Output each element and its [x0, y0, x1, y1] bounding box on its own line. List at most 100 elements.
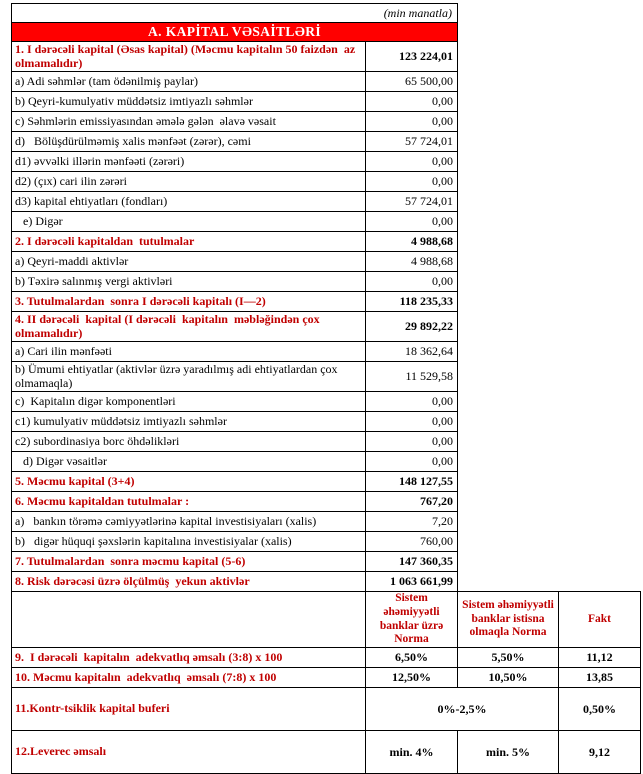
row-value: 0,00: [364, 111, 459, 132]
row-value: 0,00: [364, 271, 459, 292]
row-label: 4. II dərəcəli kapital (I dərəcəli kapit…: [11, 311, 366, 342]
adequacy-row: 9. I dərəcəli kapitalın adekvatlıq əmsal…: [11, 647, 642, 669]
row-value: 0,00: [364, 391, 459, 412]
row-label: 1. I dərəcəli kapital (Əsas kapital) (Mə…: [11, 41, 366, 72]
row-value: 29 892,22: [364, 311, 459, 342]
table-row: c) Səhmlərin emissiyasından əmələ gələn …: [11, 111, 641, 132]
row-value: 0,00: [364, 171, 459, 192]
empty-space: [458, 42, 641, 72]
row-value: 0,00: [364, 151, 459, 172]
empty-space: [458, 512, 641, 532]
row-label: d2) (çıx) cari ilin zərəri: [11, 171, 366, 192]
table-row: c2) subordinasiya borc öhdəlikləri 0,00: [11, 431, 641, 452]
adequacy-header-empty-cell: [11, 590, 366, 649]
empty-space: [458, 132, 641, 152]
row-label: a) Qeyri-maddi aktivlər: [11, 251, 366, 272]
row-value: 57 724,01: [364, 131, 459, 152]
table-row: 4. II dərəcəli kapital (I dərəcəli kapit…: [11, 311, 641, 342]
row-label: 12.Leverec əmsalı: [11, 730, 366, 774]
empty-space: [458, 472, 641, 492]
row-label: b) digər hüquqi şəxslərin kapitalına inv…: [11, 531, 366, 552]
empty-space: [458, 152, 641, 172]
table-row: 5. Məcmu kapital (3+4) 148 127,55: [11, 471, 641, 492]
row-value: 148 127,55: [364, 471, 459, 492]
fakt-value: 11,12: [558, 647, 642, 669]
empty-space: [458, 342, 641, 362]
row-value: 0,00: [364, 431, 459, 452]
row-label: a) Cari ilin mənfəəti: [11, 341, 366, 362]
col-header-norma-systemic: Sistem əhəmiyyətli banklar üzrə Norma: [364, 590, 459, 649]
fakt-value: 0,50%: [558, 687, 642, 732]
table-row: a) Cari ilin mənfəəti 18 362,64: [11, 341, 641, 362]
adequacy-row: 12.Leverec əmsalı min. 4% min. 5% 9,12: [11, 730, 642, 774]
empty-space: [458, 192, 641, 212]
empty-space: [458, 232, 641, 252]
row-value: 0,00: [364, 451, 459, 472]
norma-merged-value: 0%-2,5%: [364, 687, 560, 732]
adequacy-row: 11.Kontr-tsiklik kapital buferi 0%-2,5% 0,…: [11, 687, 642, 732]
table-row: a) Adi səhmlər (tam ödənilmiş paylar) 65 …: [11, 71, 641, 92]
empty-space: [458, 312, 641, 342]
capital-table: (min manatla) A. KAPİTAL VƏSAİTLƏRİ 1. I…: [10, 3, 642, 774]
table-row: d2) (çıx) cari ilin zərəri 0,00: [11, 171, 641, 192]
empty-space: [458, 112, 641, 132]
empty-space: [458, 92, 641, 112]
norma-excl-systemic-value: 5,50%: [457, 647, 560, 669]
section-title: A. KAPİTAL VƏSAİTLƏRİ: [10, 22, 459, 42]
row-label: d) Bölüşdürülməmiş xalis mənfəət (zərər)…: [11, 131, 366, 152]
empty-space: [458, 432, 641, 452]
empty-space: [458, 362, 641, 392]
table-row: b) Təxirə salınmış vergi aktivləri 0,00: [11, 271, 641, 292]
row-value: 0,00: [364, 211, 459, 232]
adequacy-header-row: Sistem əhəmiyyətli banklar üzrə Norma Si…: [11, 590, 642, 649]
capital-items-section: 1. I dərəcəli kapital (Əsas kapital) (Mə…: [11, 41, 641, 592]
unit-note-row: (min manatla): [10, 3, 641, 23]
title-row: A. KAPİTAL VƏSAİTLƏRİ: [10, 22, 641, 42]
row-value: 147 360,35: [364, 551, 459, 572]
empty-space: [458, 452, 641, 472]
row-value: 0,00: [364, 91, 459, 112]
norma-systemic-value: min. 4%: [364, 730, 459, 774]
row-label: c1) kumulyativ müddətsiz imtiyazlı səhml…: [11, 411, 366, 432]
row-label: e) Digər: [11, 211, 366, 232]
table-row: 3. Tutulmalardan sonra I dərəcəli kapita…: [11, 291, 641, 312]
row-label: d) Digər vəsaitlər: [11, 451, 366, 472]
row-label: 6. Məcmu kapitaldan tutulmalar :: [11, 491, 366, 512]
row-label: 8. Risk dərəcəsi üzrə ölçülmüş yekun akt…: [11, 571, 366, 592]
empty-space: [458, 292, 641, 312]
empty-space: [458, 252, 641, 272]
table-row: b) digər hüquqi şəxslərin kapitalına inv…: [11, 531, 641, 552]
row-label: b) Təxirə salınmış vergi aktivləri: [11, 271, 366, 292]
norma-excl-systemic-value: 10,50%: [457, 667, 560, 689]
table-row: 8. Risk dərəcəsi üzrə ölçülmüş yekun akt…: [11, 571, 641, 592]
row-value: 7,20: [364, 511, 459, 532]
row-value: 1 063 661,99: [364, 571, 459, 592]
col-header-norma-excl-systemic: Sistem əhəmiyyətli banklar istisna olmaq…: [457, 590, 560, 649]
row-value: 4 988,68: [364, 251, 459, 272]
row-label: 11.Kontr-tsiklik kapital buferi: [11, 687, 366, 732]
table-row: b) Ümumi ehtiyatlar (aktivlər üzrə yarad…: [11, 361, 641, 392]
row-label: c2) subordinasiya borc öhdəlikləri: [11, 431, 366, 452]
table-row: d) Digər vəsaitlər 0,00: [11, 451, 641, 472]
empty-space: [458, 23, 641, 42]
row-label: c) Kapitalın digər komponentləri: [11, 391, 366, 412]
empty-space: [458, 4, 641, 23]
col-header-fakt: Fakt: [558, 590, 642, 649]
fakt-value: 13,85: [558, 667, 642, 689]
empty-space: [458, 392, 641, 412]
empty-space: [458, 172, 641, 192]
row-value: 65 500,00: [364, 71, 459, 92]
table-row: d) Bölüşdürülməmiş xalis mənfəət (zərər)…: [11, 131, 641, 152]
row-value: 57 724,01: [364, 191, 459, 212]
row-label: b) Qeyri-kumulyativ müddətsiz imtiyazlı …: [11, 91, 366, 112]
row-label: 10. Məcmu kapitalın adekvatlıq əmsalı (7…: [11, 667, 366, 689]
row-value: 767,20: [364, 491, 459, 512]
row-label: a) bankın törəmə cəmiyyətlərinə kapital …: [11, 511, 366, 532]
row-label: a) Adi səhmlər (tam ödənilmiş paylar): [11, 71, 366, 92]
empty-space: [458, 492, 641, 512]
row-label: 5. Məcmu kapital (3+4): [11, 471, 366, 492]
table-row: 7. Tutulmalardan sonra məcmu kapital (5-…: [11, 551, 641, 572]
row-value: 4 988,68: [364, 231, 459, 252]
table-row: d1) əvvəlki illərin mənfəəti (zərəri) 0,0…: [11, 151, 641, 172]
